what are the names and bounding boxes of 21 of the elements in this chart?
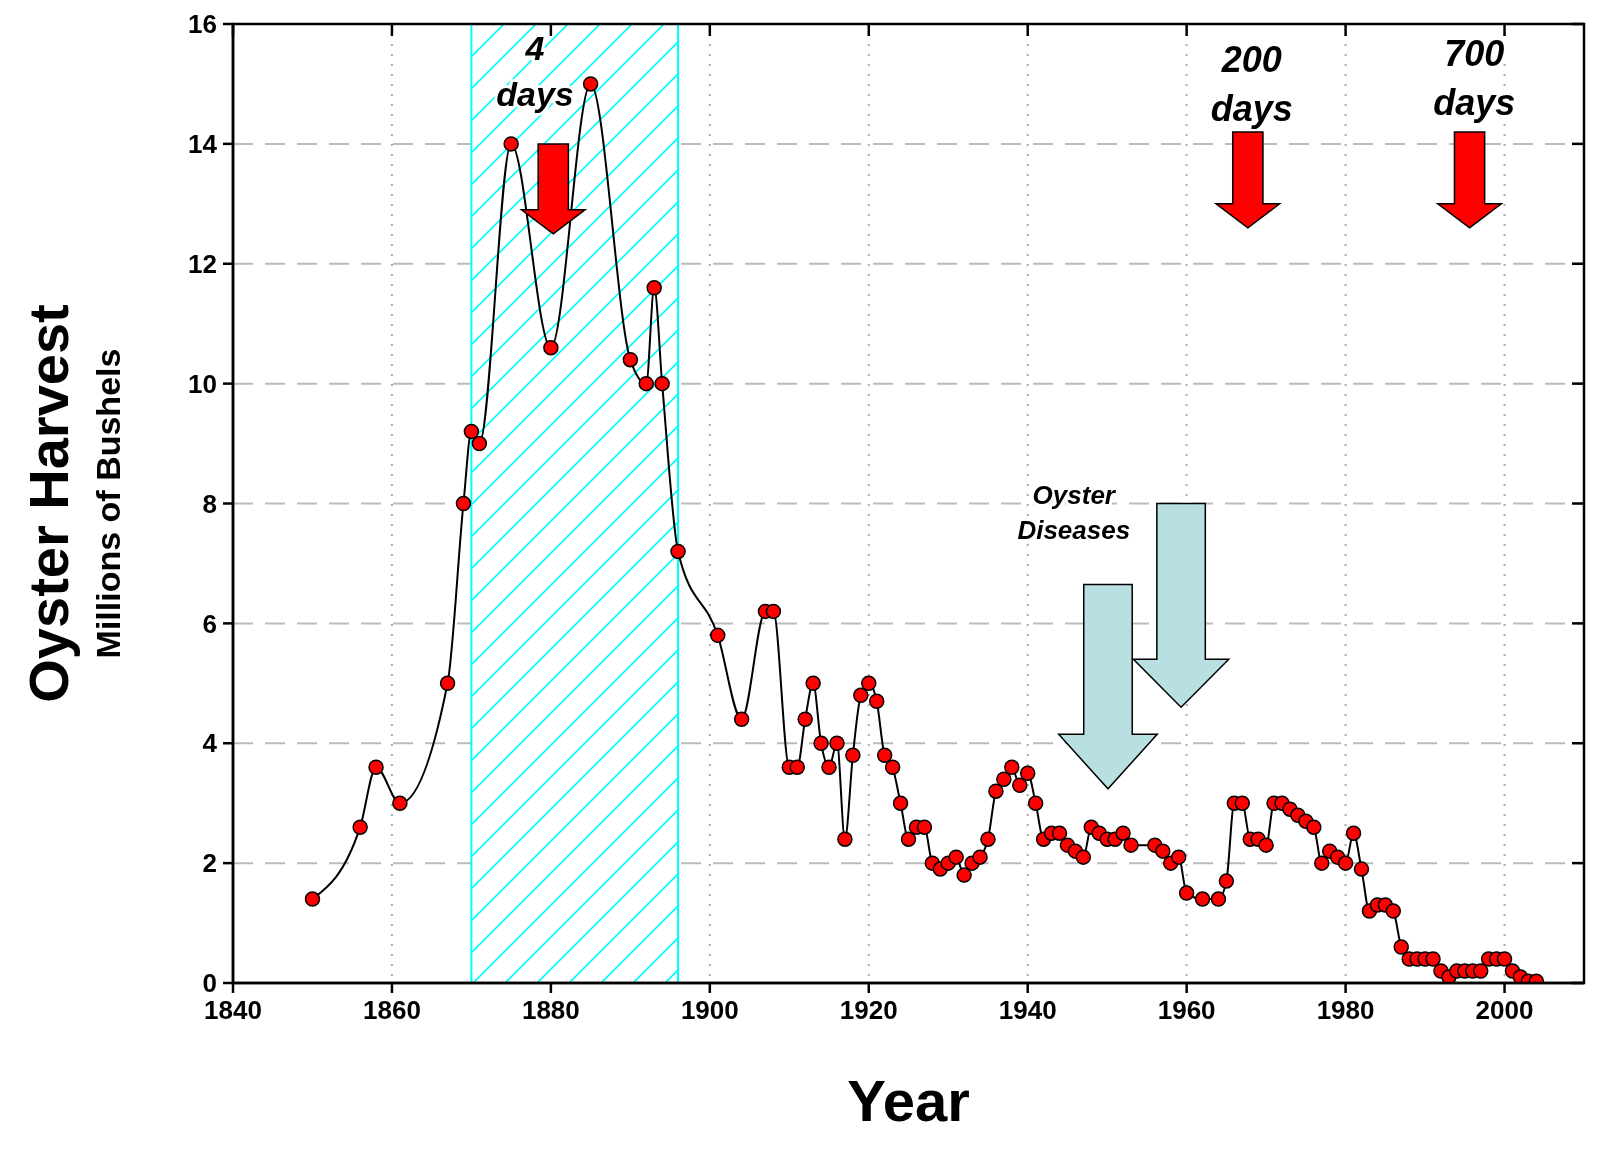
x-tick-label: 1920	[839, 995, 898, 1026]
annotation: 700 days	[1433, 32, 1516, 123]
y-tick-label: 16	[188, 9, 217, 40]
y-tick-label: 8	[202, 488, 217, 519]
x-tick-label: 1880	[521, 995, 580, 1026]
y-tick-label: 12	[188, 248, 217, 279]
annotation: Oyster Diseases	[1017, 479, 1131, 545]
y-tick-label: 10	[188, 368, 217, 399]
x-tick-label: 1940	[998, 995, 1057, 1026]
x-tick-label: 1860	[363, 995, 421, 1026]
y-tick-label: 4	[202, 728, 218, 759]
x-tick-label: 2000	[1475, 995, 1534, 1026]
x-tick-label: 1980	[1316, 995, 1375, 1026]
x-axis-title: Year	[847, 1068, 970, 1133]
y-tick-label: 2	[202, 848, 217, 879]
x-tick-label: 1960	[1157, 995, 1216, 1026]
y-tick-label: 6	[202, 608, 217, 639]
y-axis-title: Oyster Harvest Millions of Bushels	[17, 304, 127, 703]
x-tick-label: 1900	[680, 995, 739, 1026]
annotation: 200 days	[1210, 38, 1293, 129]
y-tick-label: 14	[188, 129, 218, 160]
